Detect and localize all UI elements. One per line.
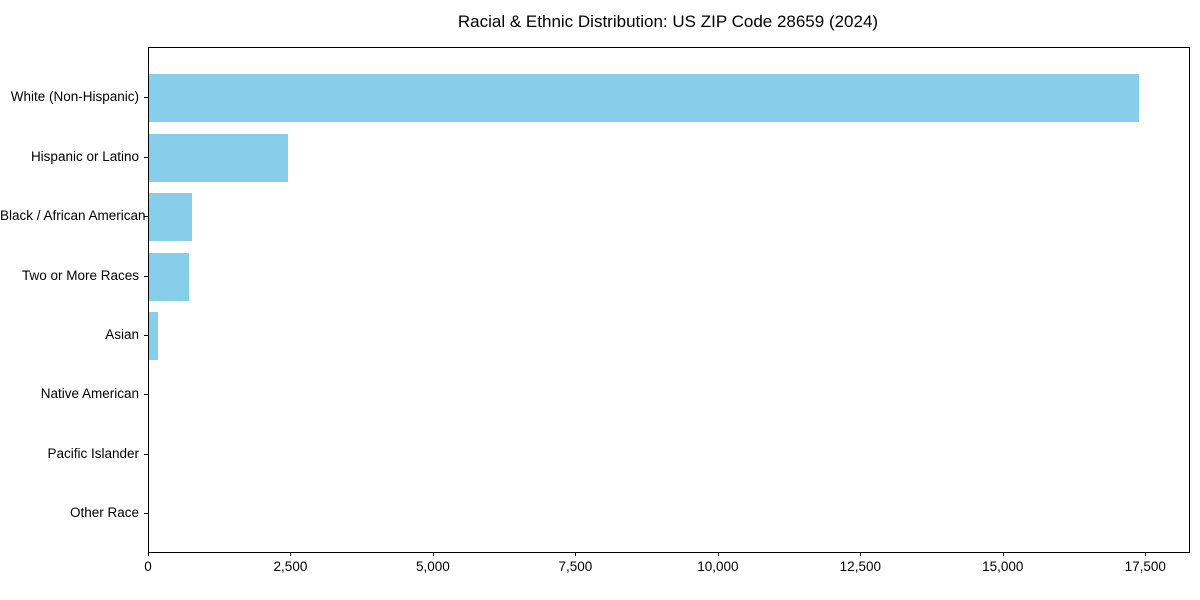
- x-tick-label: 12,500: [839, 559, 881, 574]
- y-tick-label: Two or More Races: [21, 267, 139, 283]
- x-tick-label: 5,000: [416, 559, 450, 574]
- x-tick-mark: [148, 552, 149, 556]
- x-tick-mark: [1145, 552, 1147, 556]
- x-tick-label: 7,500: [558, 559, 593, 574]
- y-tick-mark: [144, 335, 148, 337]
- x-tick-mark: [1002, 552, 1004, 556]
- x-tick-mark: [290, 552, 292, 556]
- x-tick-label: 2,500: [273, 559, 308, 574]
- y-tick-mark: [144, 394, 148, 396]
- y-tick-mark: [144, 97, 148, 99]
- y-tick-label: Black / African American: [0, 208, 146, 224]
- y-tick-mark: [144, 453, 148, 455]
- y-tick-label: Hispanic or Latino: [30, 148, 139, 164]
- y-tick-label: Other Race: [69, 505, 139, 521]
- y-tick-mark: [144, 216, 148, 218]
- bar-white-non-hispanic: [149, 74, 1140, 123]
- x-tick-label: 0: [144, 559, 152, 574]
- x-tick-mark: [860, 552, 862, 556]
- bar-two-or-more-races: [149, 252, 189, 301]
- bar-hispanic-or-latino: [149, 133, 289, 182]
- y-tick-label: Pacific Islander: [47, 445, 139, 461]
- x-tick-label: 10,000: [697, 559, 739, 574]
- x-tick-mark: [575, 552, 577, 556]
- y-tick-label: Asian: [105, 327, 139, 343]
- y-tick-label: Native American: [40, 386, 139, 402]
- x-tick-mark: [717, 552, 719, 556]
- y-tick-label: White (Non-Hispanic): [10, 89, 139, 105]
- x-tick-mark: [432, 552, 434, 556]
- x-tick-label: 15,000: [982, 559, 1024, 574]
- bar-black-african-american: [149, 193, 193, 242]
- x-tick-label: 17,500: [1124, 559, 1166, 574]
- chart-title: Racial & Ethnic Distribution: US ZIP Cod…: [457, 12, 879, 31]
- y-tick-mark: [144, 275, 148, 277]
- bar-asian: [149, 312, 159, 361]
- y-tick-mark: [144, 156, 148, 158]
- plot-area: [148, 47, 1190, 553]
- y-tick-mark: [144, 513, 148, 515]
